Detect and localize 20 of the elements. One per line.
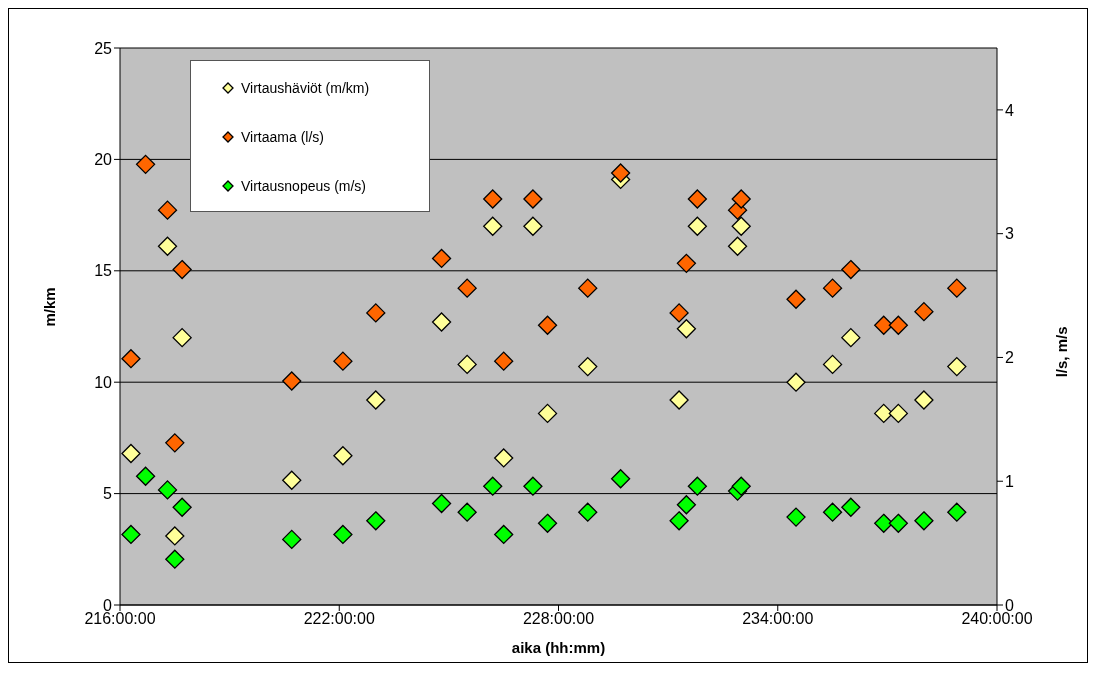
y-tick-label: 15 bbox=[94, 262, 113, 280]
y2-tick-label: 2 bbox=[1005, 349, 1014, 367]
legend-label: Virtaama (l/s) bbox=[241, 128, 324, 145]
y-tick-label: 5 bbox=[103, 485, 113, 503]
y-tick-label: 10 bbox=[94, 373, 113, 391]
x-axis-title: aika (hh:mm) bbox=[511, 639, 606, 656]
legend-label: Virtaushäviöt (m/km) bbox=[241, 79, 370, 96]
y2-tick-label: 4 bbox=[1005, 101, 1014, 119]
x-tick-label: 234:00:00 bbox=[742, 610, 814, 628]
y-tick-label: 20 bbox=[94, 151, 113, 169]
y2-tick-label: 3 bbox=[1005, 225, 1014, 243]
y-axis-title: m/km bbox=[41, 287, 59, 327]
x-tick-label: 222:00:00 bbox=[303, 610, 375, 628]
legend-label: Virtausnopeus (m/s) bbox=[241, 177, 367, 194]
x-tick-label: 216:00:00 bbox=[84, 610, 156, 628]
y2-axis-title: l/s, m/s bbox=[1053, 326, 1071, 378]
y2-tick-label: 1 bbox=[1005, 472, 1014, 490]
x-tick-label: 228:00:00 bbox=[522, 610, 595, 628]
x-tick-label: 240:00:00 bbox=[961, 610, 1033, 628]
y-tick-label: 25 bbox=[94, 39, 113, 57]
